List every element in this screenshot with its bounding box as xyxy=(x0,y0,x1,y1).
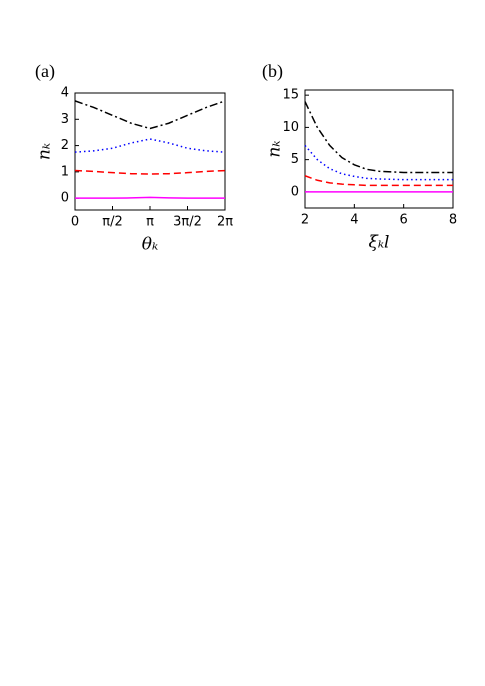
y-tick-label: 0 xyxy=(61,191,69,206)
series-line xyxy=(304,101,453,174)
panel-label: (a) xyxy=(35,61,55,82)
x-tick-label: 2 xyxy=(301,213,309,228)
y-tick-label: 1 xyxy=(61,164,69,179)
y-tick-label: 5 xyxy=(291,152,299,167)
series-line xyxy=(74,138,226,153)
x-tick-label: 3π/2 xyxy=(173,215,202,230)
series-line xyxy=(75,196,225,199)
x-tick-label: 4 xyxy=(350,213,358,228)
x-tick-label: 2π xyxy=(217,215,233,230)
x-tick-label: 8 xyxy=(449,213,457,228)
y-axis-label: nₖ xyxy=(35,143,55,160)
y-tick-label: 15 xyxy=(282,88,299,103)
plot-frame xyxy=(74,92,226,211)
x-axis-label: ξₖl xyxy=(368,233,389,253)
y-tick-label: 4 xyxy=(61,86,69,101)
series-line xyxy=(304,175,453,187)
y-tick-label: 10 xyxy=(282,120,299,135)
y-tick-label: 3 xyxy=(61,112,69,127)
series-line xyxy=(74,100,226,130)
x-tick-label: 6 xyxy=(400,213,408,228)
series-line xyxy=(304,144,453,181)
series-line xyxy=(74,169,226,175)
x-tick-label: π/2 xyxy=(102,215,122,230)
y-tick-label: 0 xyxy=(291,184,299,199)
panel-label: (b) xyxy=(262,61,283,82)
y-axis-label: nₖ xyxy=(265,140,285,157)
x-axis-label: θₖ xyxy=(142,235,158,255)
x-tick-label: 0 xyxy=(71,215,79,230)
plot-frame xyxy=(304,89,454,209)
x-tick-label: π xyxy=(146,215,154,230)
y-tick-label: 2 xyxy=(61,138,69,153)
